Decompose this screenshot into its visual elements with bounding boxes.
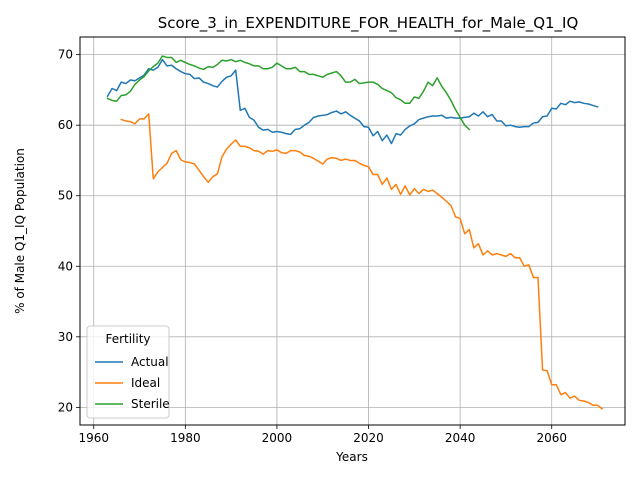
x-tick-label: 1980 <box>170 431 201 445</box>
x-tick-label: 2020 <box>353 431 384 445</box>
y-tick-label: 50 <box>58 189 73 203</box>
series-lines <box>106 55 604 410</box>
x-tick-label: 1960 <box>78 431 109 445</box>
legend-label-sterile: Sterile <box>131 397 170 411</box>
y-axis-label: % of Male Q1_IQ Population <box>13 148 27 314</box>
y-tick-label: 60 <box>58 118 73 132</box>
legend-items: Actual Ideal Sterile <box>95 355 170 411</box>
x-tick-label: 2040 <box>445 431 476 445</box>
y-tick-label: 70 <box>58 48 73 62</box>
legend-box <box>86 325 170 419</box>
plot-frame <box>79 36 626 426</box>
x-axis-label: Years <box>335 450 368 464</box>
series-line-ideal <box>120 113 604 410</box>
x-tick-label: 2000 <box>262 431 293 445</box>
series-line-actual <box>106 58 599 145</box>
legend-label-ideal: Ideal <box>131 376 160 390</box>
chart-title: Score_3_in_EXPENDITURE_FOR_HEALTH_for_Ma… <box>158 14 579 33</box>
legend-label-actual: Actual <box>131 355 169 369</box>
series-line-sterile <box>106 55 471 131</box>
y-tick-label: 30 <box>58 330 73 344</box>
x-tick-label: 2060 <box>536 431 567 445</box>
y-tick-label: 40 <box>58 259 73 273</box>
legend-title: Fertility <box>105 332 150 346</box>
y-tick-label: 20 <box>58 400 73 414</box>
y-axis-ticks: 20 30 40 50 60 70 <box>58 48 80 414</box>
x-axis-ticks: 1960 1980 2000 2020 2040 2060 <box>78 425 567 445</box>
grid-lines <box>80 37 625 425</box>
legend: Fertility Actual Ideal Sterile <box>86 325 170 419</box>
